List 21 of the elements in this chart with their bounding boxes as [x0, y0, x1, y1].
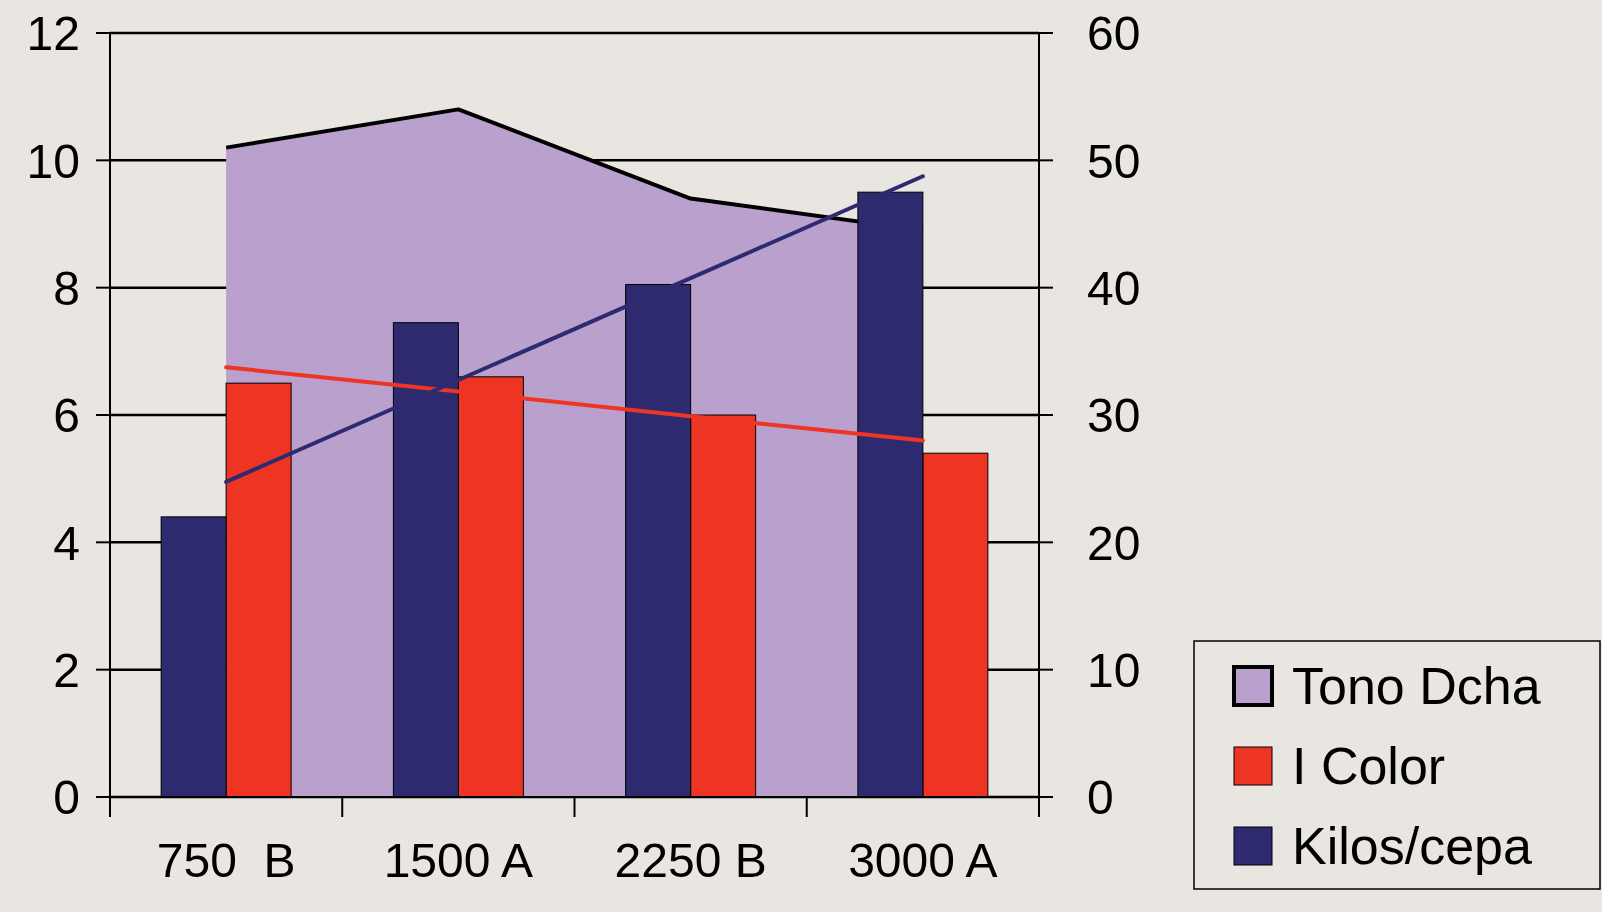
x-tick-label: 3000 A: [848, 834, 998, 887]
y-tick-label: 10: [26, 134, 80, 188]
y-tick-label: 4: [53, 516, 80, 570]
y2-tick-label: 30: [1087, 389, 1141, 443]
x-tick-label: 750 B: [156, 834, 296, 887]
y2-tick-label: 10: [1087, 643, 1141, 697]
y2-tick-label: 50: [1087, 134, 1141, 188]
y2-tick-label: 60: [1087, 7, 1141, 61]
y2-tick-label: 40: [1087, 261, 1141, 315]
x-tick-label: 1500 A: [383, 834, 534, 887]
x-tick-label: 2250 B: [614, 834, 767, 887]
y-tick-label: 8: [53, 261, 80, 315]
legend-label: Kilos/cepa: [1292, 816, 1532, 875]
y2-tick-label: 0: [1087, 771, 1114, 825]
y2-tick-label: 20: [1087, 516, 1141, 570]
y-tick-label: 2: [53, 643, 80, 697]
y-tick-label: 12: [26, 7, 80, 61]
y-tick-label: 0: [53, 771, 80, 825]
legend-label: Tono Dcha: [1292, 656, 1541, 715]
legend-label: I Color: [1292, 736, 1446, 795]
y-tick-label: 6: [53, 389, 80, 443]
